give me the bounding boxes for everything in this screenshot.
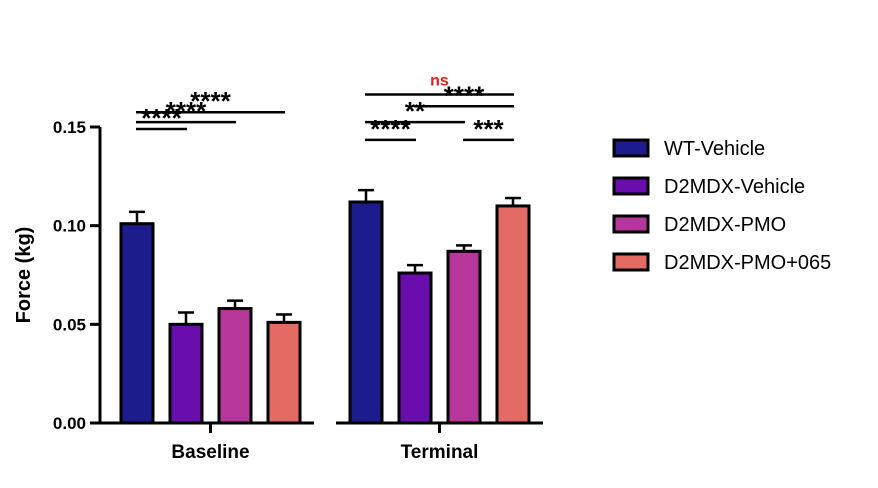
y-tick-label: 0.05 xyxy=(53,315,86,334)
bar-wt-vehicle-baseline xyxy=(119,222,155,425)
legend-swatch-wt-vehicle xyxy=(612,138,650,158)
bar-wt-vehicle-terminal xyxy=(348,200,384,425)
bar-d2mdx-pmo-terminal xyxy=(446,249,482,425)
bar-d2mdx-pmo-baseline xyxy=(217,307,253,425)
significance-label: ** xyxy=(405,96,426,126)
significance-label: *** xyxy=(473,114,504,144)
bar-d2mdx-pmo-065-terminal xyxy=(495,204,531,425)
legend-label-d2mdx-pmo: D2MDX-PMO xyxy=(664,214,786,236)
x-tick-label: Baseline xyxy=(171,442,249,463)
legend-swatch-d2mdx-vehicle xyxy=(612,176,650,196)
bar-d2mdx-vehicle-baseline xyxy=(168,322,204,425)
y-tick-label: 0.00 xyxy=(53,414,86,433)
x-tick-label: Terminal xyxy=(401,442,479,463)
bar-d2mdx-pmo-065-baseline xyxy=(266,320,302,425)
bar-d2mdx-vehicle-terminal xyxy=(397,271,433,425)
significance-label: **** xyxy=(190,86,231,116)
significance-label: **** xyxy=(141,103,182,133)
legend-label-d2mdx-pmo-065: D2MDX-PMO+065 xyxy=(664,252,831,274)
y-tick-label: 0.10 xyxy=(53,217,86,236)
significance-label: **** xyxy=(370,114,411,144)
legend-swatch-d2mdx-pmo xyxy=(612,214,650,234)
legend: WT-Vehicle D2MDX-Vehicle D2MDX-PMO D2MDX-PM… xyxy=(612,138,831,274)
legend-label-wt-vehicle: WT-Vehicle xyxy=(664,138,765,160)
y-tick-label: 0.15 xyxy=(53,118,86,137)
bars xyxy=(119,188,531,425)
significance-brackets: *************************ns xyxy=(136,72,514,144)
legend-label-d2mdx-vehicle: D2MDX-Vehicle xyxy=(664,176,805,198)
legend-swatch-d2mdx-pmo-065 xyxy=(612,252,650,272)
significance-label: ns xyxy=(430,72,449,89)
y-axis-title: Force (kg) xyxy=(13,227,35,324)
